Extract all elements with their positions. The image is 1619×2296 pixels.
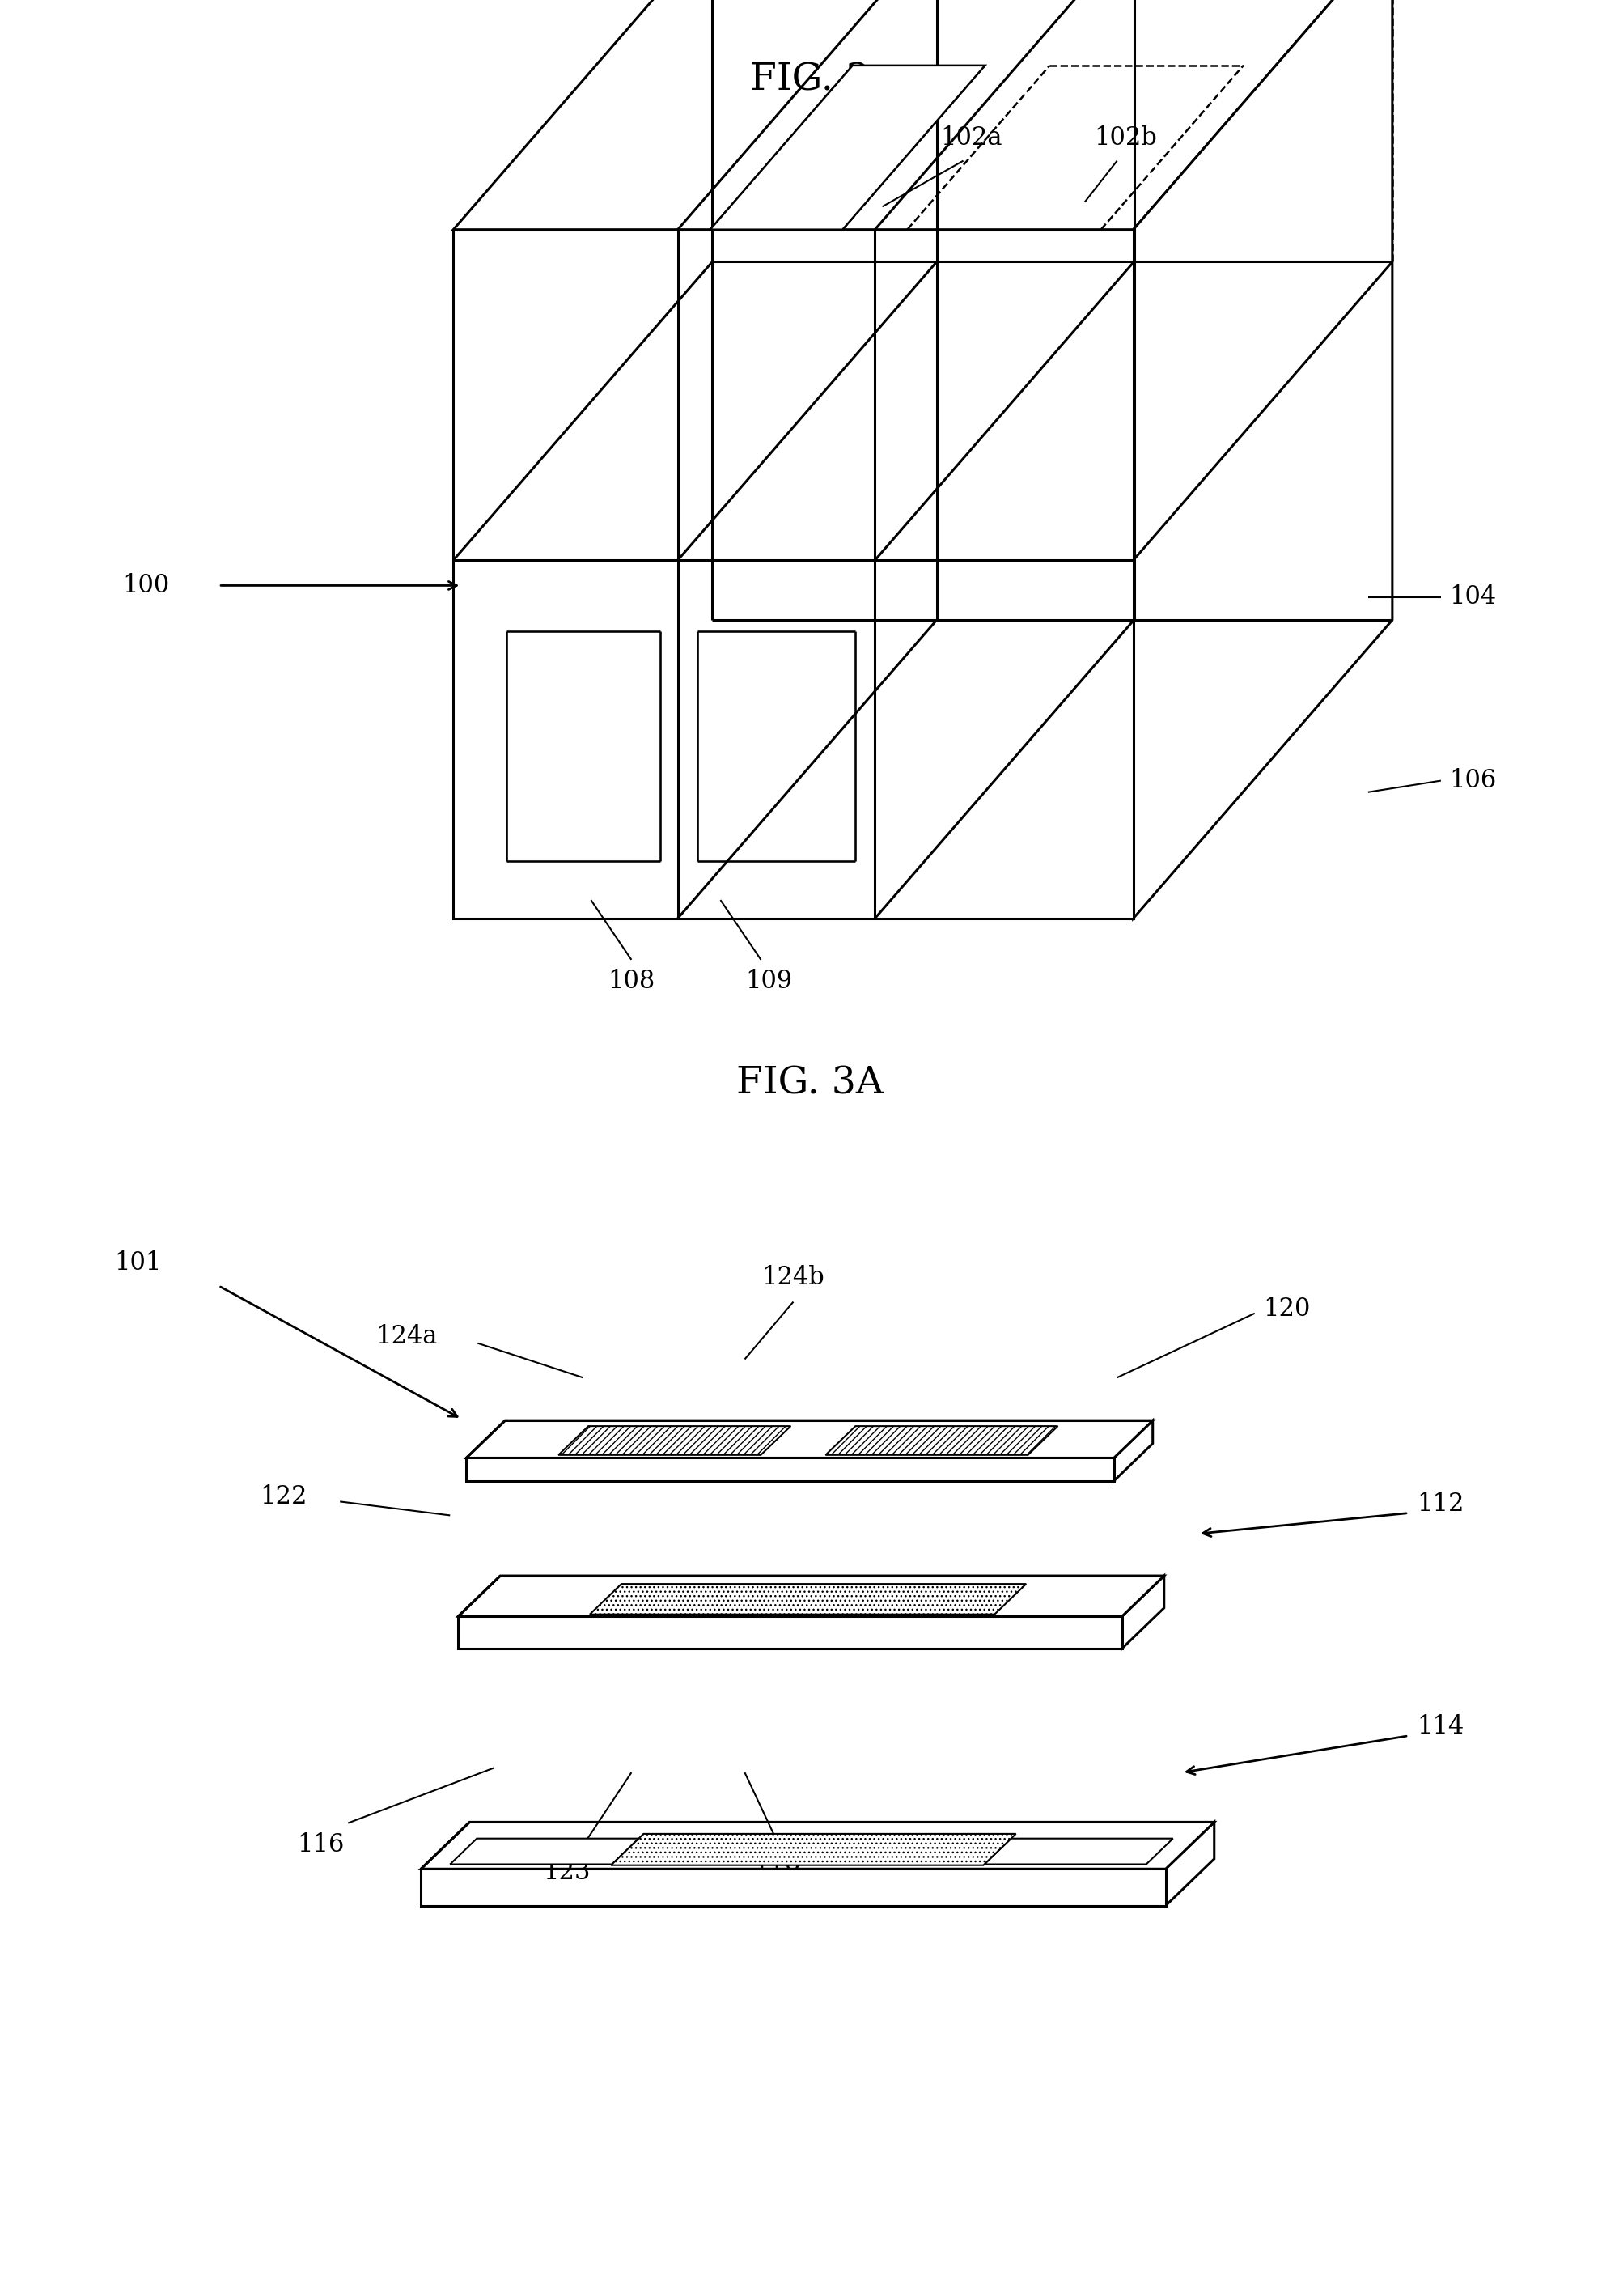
Text: FIG. 3: FIG. 3 bbox=[750, 62, 869, 99]
Text: 108: 108 bbox=[607, 969, 656, 994]
Text: 122: 122 bbox=[261, 1486, 308, 1508]
Polygon shape bbox=[1122, 1575, 1164, 1649]
Text: 114: 114 bbox=[1417, 1715, 1464, 1738]
Polygon shape bbox=[1114, 1421, 1153, 1481]
Polygon shape bbox=[826, 1426, 1057, 1456]
Text: 123: 123 bbox=[542, 1860, 591, 1885]
Polygon shape bbox=[421, 1823, 1214, 1869]
Text: 102b: 102b bbox=[1094, 126, 1156, 149]
Polygon shape bbox=[453, 0, 1392, 230]
Polygon shape bbox=[453, 230, 1133, 918]
Polygon shape bbox=[450, 1839, 638, 1864]
Text: 106: 106 bbox=[1449, 769, 1496, 792]
Polygon shape bbox=[466, 1421, 1153, 1458]
Polygon shape bbox=[458, 1575, 1164, 1616]
Text: 100: 100 bbox=[121, 574, 170, 597]
Polygon shape bbox=[559, 1426, 790, 1456]
Polygon shape bbox=[711, 67, 984, 230]
Polygon shape bbox=[466, 1458, 1114, 1481]
Text: 101: 101 bbox=[113, 1251, 162, 1274]
Text: 124a: 124a bbox=[376, 1325, 437, 1348]
Text: 102a: 102a bbox=[941, 126, 1002, 149]
Text: 104: 104 bbox=[1449, 585, 1496, 608]
Polygon shape bbox=[589, 1584, 1026, 1614]
Polygon shape bbox=[421, 1869, 1166, 1906]
Polygon shape bbox=[1166, 1823, 1214, 1906]
Polygon shape bbox=[610, 1835, 1017, 1864]
Text: FIG. 3A: FIG. 3A bbox=[737, 1065, 882, 1102]
Text: 116: 116 bbox=[296, 1832, 345, 1857]
Polygon shape bbox=[458, 1616, 1122, 1649]
Text: 120: 120 bbox=[1263, 1297, 1310, 1320]
Text: 112: 112 bbox=[1417, 1492, 1464, 1515]
Text: 109: 109 bbox=[745, 969, 793, 994]
Text: 118: 118 bbox=[753, 1851, 801, 1876]
Polygon shape bbox=[1133, 0, 1392, 918]
Polygon shape bbox=[984, 1839, 1172, 1864]
Text: 124b: 124b bbox=[763, 1265, 824, 1290]
